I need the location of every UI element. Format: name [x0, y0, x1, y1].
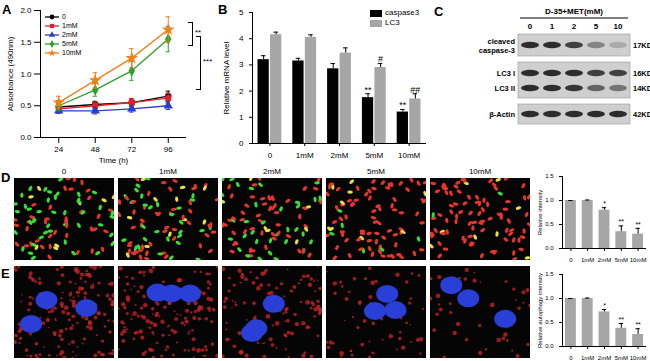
svg-text:**: **: [635, 321, 641, 328]
svg-text:10mM: 10mM: [630, 257, 647, 262]
svg-text:**: **: [365, 85, 373, 95]
svg-text:0.0: 0.0: [545, 343, 554, 349]
svg-text:1.5: 1.5: [545, 271, 554, 277]
html-text:0: 0: [62, 13, 66, 20]
svg-text:3: 3: [239, 60, 244, 69]
svg-text:#: #: [378, 54, 383, 64]
svg-text:2.0: 2.0: [20, 6, 32, 15]
svg-text:24: 24: [54, 145, 63, 154]
svg-text:48: 48: [91, 145, 100, 154]
svg-text:5mM: 5mM: [615, 257, 628, 262]
svg-text:0: 0: [569, 355, 573, 360]
svg-text:1.0: 1.0: [545, 295, 554, 301]
html-text:caspase3: caspase3: [385, 8, 420, 17]
svg-text:0: 0: [239, 139, 244, 148]
svg-text:5: 5: [594, 22, 599, 31]
html-text:LC3: LC3: [385, 18, 400, 27]
svg-text:42KD: 42KD: [633, 110, 650, 119]
svg-text:*: *: [603, 200, 606, 207]
svg-text:2: 2: [572, 22, 577, 31]
svg-text:##: ##: [410, 85, 420, 95]
svg-text:2mM: 2mM: [331, 151, 349, 160]
html-text:D: D: [1, 170, 11, 185]
svg-text:**: **: [619, 316, 625, 323]
svg-text:16KD: 16KD: [633, 69, 650, 78]
html-text:0: 0: [61, 167, 67, 176]
svg-text:72: 72: [127, 145, 136, 154]
svg-text:96: 96: [164, 145, 173, 154]
svg-text:2mM: 2mM: [598, 257, 611, 262]
html-text:5mM: 5mM: [62, 40, 78, 47]
svg-text:0.5: 0.5: [545, 319, 554, 325]
html-text:1mM: 1mM: [159, 167, 177, 176]
html-text:C: C: [434, 4, 444, 19]
svg-text:1.5: 1.5: [20, 38, 32, 47]
svg-text:β-Actin: β-Actin: [489, 110, 515, 119]
html-text:5mM: 5mM: [367, 167, 385, 176]
svg-text:0: 0: [528, 22, 533, 31]
svg-text:caspase-3: caspase-3: [479, 46, 515, 55]
html-text:B: B: [218, 2, 228, 17]
svg-text:0.0: 0.0: [20, 133, 32, 142]
svg-text:cleaved: cleaved: [487, 37, 515, 46]
svg-text:2mM: 2mM: [598, 355, 611, 360]
svg-text:4: 4: [239, 34, 244, 43]
html-text:2mM: 2mM: [62, 31, 78, 38]
svg-text:5: 5: [239, 8, 244, 17]
svg-text:17KD: 17KD: [633, 41, 650, 50]
html-text:E: E: [1, 266, 10, 281]
svg-text:*: *: [603, 302, 606, 309]
svg-text:D-35+MET(mM): D-35+MET(mM): [545, 7, 603, 16]
svg-text:14KD: 14KD: [633, 84, 650, 93]
html-text:2mM: 2mM: [263, 167, 281, 176]
svg-text:Relative intensity: Relative intensity: [537, 190, 543, 235]
html-text:A: A: [2, 2, 12, 17]
svg-text:LC3 II: LC3 II: [495, 84, 515, 93]
svg-text:1.0: 1.0: [545, 197, 554, 203]
svg-text:5mM: 5mM: [365, 151, 383, 160]
svg-text:Relative autophagy intensity: Relative autophagy intensity: [537, 273, 543, 348]
svg-text:1mM: 1mM: [581, 355, 594, 360]
svg-text:0: 0: [268, 151, 273, 160]
svg-text:Time (h): Time (h): [99, 156, 129, 165]
svg-text:1.5: 1.5: [545, 173, 554, 179]
svg-text:10mM: 10mM: [398, 151, 421, 160]
html-text:10mM: 10mM: [62, 49, 82, 56]
svg-text:1: 1: [550, 22, 555, 31]
svg-text:10mM: 10mM: [630, 355, 647, 360]
svg-text:0: 0: [569, 257, 573, 262]
svg-text:1mM: 1mM: [581, 257, 594, 262]
html-text:1mM: 1mM: [62, 22, 78, 29]
svg-text:0.5: 0.5: [545, 221, 554, 227]
svg-text:LC3 I: LC3 I: [497, 69, 515, 78]
svg-text:Absorbance (490nm): Absorbance (490nm): [6, 36, 15, 111]
svg-text:Relative mRNA level: Relative mRNA level: [222, 41, 231, 114]
html-text:10mM: 10mM: [468, 167, 492, 176]
svg-text:1mM: 1mM: [296, 151, 314, 160]
svg-text:0.0: 0.0: [545, 245, 554, 251]
svg-text:**: **: [619, 218, 625, 225]
svg-text:**: **: [399, 100, 407, 110]
svg-text:10: 10: [614, 22, 623, 31]
svg-text:2: 2: [239, 87, 244, 96]
svg-text:1: 1: [239, 113, 244, 122]
svg-text:1.0: 1.0: [20, 70, 32, 79]
svg-text:0.5: 0.5: [20, 101, 32, 110]
svg-text:5mM: 5mM: [615, 355, 628, 360]
svg-text:**: **: [635, 221, 641, 228]
